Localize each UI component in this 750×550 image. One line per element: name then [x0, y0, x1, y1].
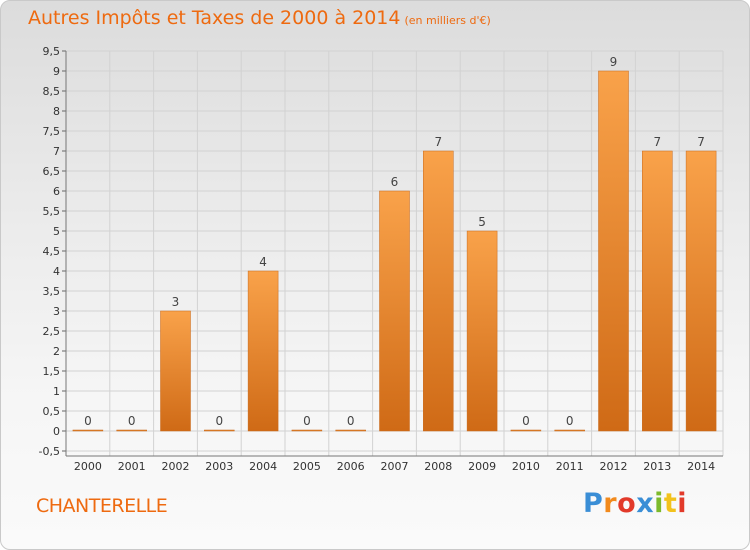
y-tick-label: 5,5: [43, 205, 61, 218]
data-label: 4: [259, 255, 267, 269]
data-labels: 0 0 3 0 4 0 0 6 7 5 0 0 9 7 7: [84, 55, 705, 428]
y-tick-label: 4: [53, 265, 60, 278]
y-tick-label: 9,5: [43, 45, 61, 58]
y-tick-label: 7,5: [43, 125, 61, 138]
y-tick-label: 3,5: [43, 285, 61, 298]
x-tick-label: 2005: [293, 460, 321, 473]
y-tick-label: 7: [53, 145, 60, 158]
bar: [335, 429, 366, 432]
brand-letter: r: [603, 488, 618, 519]
data-label: 0: [303, 414, 311, 428]
y-tick-label: 1,5: [43, 365, 61, 378]
bar: [379, 190, 410, 432]
data-label: 0: [347, 414, 355, 428]
y-tick-label: 8: [53, 105, 60, 118]
brand-logo: Proxiti: [583, 488, 687, 519]
y-tick-label: 0,5: [43, 405, 61, 418]
bar: [204, 429, 235, 432]
x-tick-label: 2008: [424, 460, 452, 473]
data-label: 0: [128, 414, 136, 428]
y-tick-label: 3: [53, 305, 60, 318]
chart-unit: (en milliers d'€): [404, 14, 491, 27]
chart-title-block: Autres Impôts et Taxes de 2000 à 2014 (en…: [28, 7, 491, 29]
y-tick-label: 0: [53, 425, 60, 438]
y-tick-label: 8,5: [43, 85, 61, 98]
bar: [554, 429, 585, 432]
brand-letter: P: [583, 488, 604, 519]
y-tick-label: 6: [53, 185, 60, 198]
data-label: 9: [610, 55, 618, 69]
x-tick-label: 2009: [468, 460, 496, 473]
data-label: 3: [172, 295, 180, 309]
brand-letter: t: [663, 488, 678, 519]
y-tick-label: 2: [53, 345, 60, 358]
x-tick-label: 2003: [205, 460, 233, 473]
y-tick-label: 4,5: [43, 245, 61, 258]
place-name: CHANTERELLE: [36, 495, 168, 517]
bar: [116, 429, 147, 432]
bar: [247, 270, 279, 432]
bar: [72, 429, 104, 432]
data-label: 7: [653, 135, 661, 149]
bar: [510, 429, 542, 432]
y-tick-label: 1: [53, 385, 60, 398]
x-tick-label: 2011: [556, 460, 584, 473]
data-label: 7: [434, 135, 442, 149]
y-tick-label: -0,5: [39, 445, 60, 458]
x-tick-label: 2000: [74, 460, 102, 473]
y-tick-label: 9: [53, 65, 60, 78]
brand-letter: i: [654, 488, 664, 519]
x-tick-label: 2012: [600, 460, 628, 473]
brand-letter: x: [636, 488, 655, 519]
chart-title: Autres Impôts et Taxes de 2000 à 2014: [28, 7, 401, 29]
x-tick-label: 2014: [687, 460, 715, 473]
y-tick-label: 2,5: [43, 325, 61, 338]
data-label: 7: [697, 135, 705, 149]
bar: [423, 150, 454, 432]
data-label: 0: [84, 414, 92, 428]
bars: [72, 70, 717, 432]
x-tick-label: 2006: [337, 460, 365, 473]
bar: [466, 230, 498, 432]
x-tick-label: 2013: [643, 460, 671, 473]
data-label: 0: [522, 414, 530, 428]
y-tick-label: 6,5: [43, 165, 61, 178]
x-tick-label: 2001: [118, 460, 146, 473]
data-label: 5: [478, 215, 486, 229]
bar: [685, 150, 717, 432]
axes: -0,5 0 0,5 1 1,5 2 2,5 3 3,5 4 4,5 5 5,5 6 6,5 7 7,5 8 8,5…: [39, 45, 723, 473]
x-tick-label: 2007: [381, 460, 409, 473]
data-label: 0: [566, 414, 574, 428]
brand-letter: o: [617, 488, 637, 519]
bar: [291, 429, 323, 432]
x-tick-label: 2002: [162, 460, 190, 473]
data-label: 0: [215, 414, 223, 428]
bar: [642, 150, 673, 432]
x-tick-label: 2004: [249, 460, 277, 473]
brand-letter: i: [677, 488, 688, 519]
x-tick-label: 2010: [512, 460, 540, 473]
bar: [598, 70, 629, 432]
data-label: 6: [391, 175, 399, 189]
bar: [160, 310, 191, 432]
y-tick-label: 5: [53, 225, 60, 238]
